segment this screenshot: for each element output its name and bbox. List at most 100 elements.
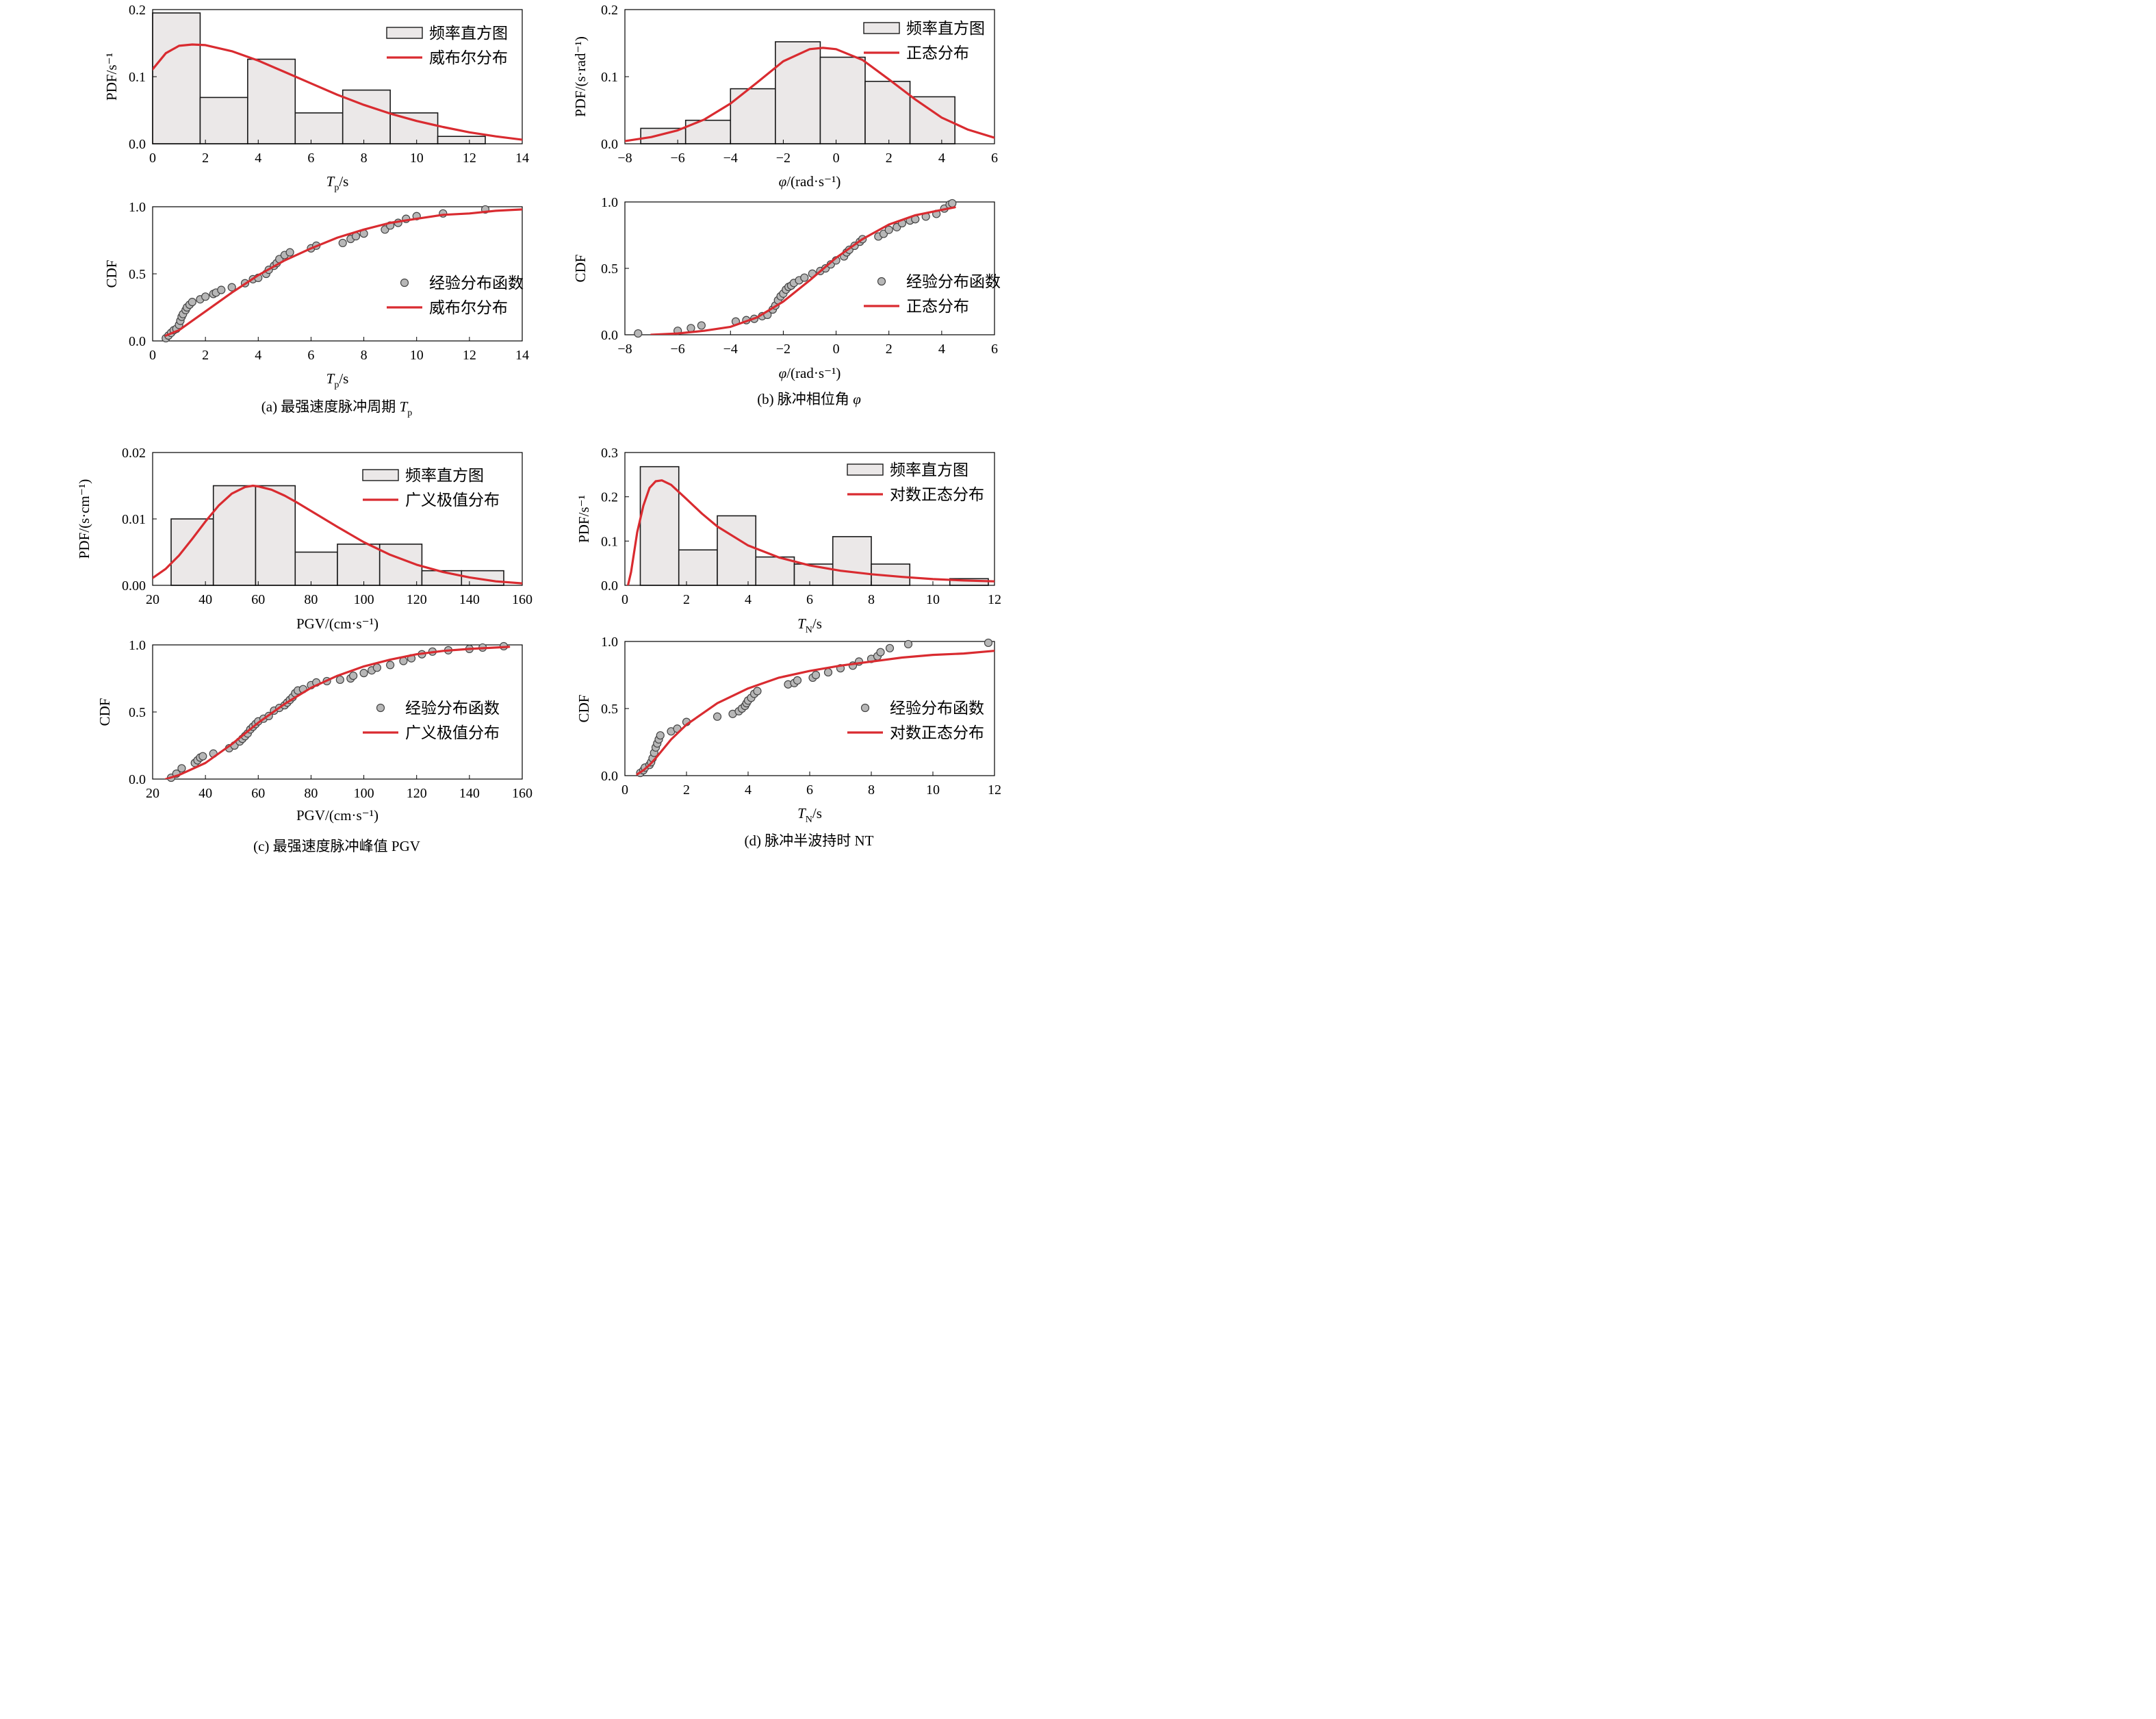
x-tick-label: 6 bbox=[806, 782, 813, 798]
x-axis-label: TN/s bbox=[797, 615, 822, 635]
y-tick-label: 0.0 bbox=[129, 137, 146, 152]
y-tick-label: 0.1 bbox=[601, 534, 618, 549]
empirical-point bbox=[903, 639, 913, 649]
x-tick-label: −2 bbox=[776, 342, 791, 357]
empirical-point bbox=[984, 638, 993, 648]
empirical-point bbox=[359, 669, 368, 678]
empirical-point bbox=[372, 663, 381, 672]
y-tick-label: 1.0 bbox=[601, 195, 618, 210]
caption-d: (d) 脉冲半波持时 NT bbox=[745, 832, 874, 849]
empirical-point bbox=[823, 667, 833, 677]
x-tick-label: 14 bbox=[515, 151, 529, 166]
histogram-bar bbox=[247, 58, 296, 144]
x-tick-label: 0 bbox=[833, 151, 840, 166]
x-axis-label: TN/s bbox=[797, 805, 822, 825]
empirical-point bbox=[386, 661, 395, 670]
x-tick-label: 12 bbox=[988, 782, 1001, 798]
legend-histogram-swatch bbox=[863, 22, 900, 34]
y-tick-label: 1.0 bbox=[601, 635, 618, 650]
x-tick-label: 8 bbox=[868, 592, 875, 607]
histogram-bar bbox=[389, 112, 439, 144]
fitted-distribution-curve bbox=[153, 484, 522, 585]
x-tick-label: 0 bbox=[621, 782, 628, 798]
x-tick-label: 12 bbox=[463, 151, 476, 166]
y-axis-label: PDF/(s·cm⁻¹) bbox=[76, 479, 92, 559]
fitted-distribution-curve bbox=[164, 646, 511, 779]
chart-d-pdf: 0 2 4 6 8 10 12 0.0 0.1 0.2 0.3 PDF/s⁻¹ TN/s 频率直方图对数正… bbox=[576, 446, 1001, 635]
x-tick-label: 20 bbox=[146, 592, 159, 607]
x-tick-label: 60 bbox=[251, 786, 265, 801]
legend-label: 对数正态分布 bbox=[890, 486, 984, 504]
x-axis-label: Tp/s bbox=[326, 173, 349, 193]
x-axis-label: Tp/s bbox=[326, 370, 349, 390]
x-tick-label: 6 bbox=[307, 151, 314, 166]
panels: 0 2 4 6 8 10 12 140.00.10.2PDF/s⁻¹Tp/s频率直方图威布尔分… bbox=[76, 3, 1001, 825]
y-tick-label: 1.0 bbox=[129, 638, 146, 653]
x-tick-label: 4 bbox=[938, 342, 945, 357]
x-tick-label: 12 bbox=[463, 348, 476, 363]
x-tick-label: 100 bbox=[354, 786, 374, 801]
chart-c-cdf: 20 40 60 80 100 120 140 160 0.0 0.5 1.0 CDF PGV/(cm·… bbox=[97, 638, 532, 824]
x-tick-label: 4 bbox=[255, 151, 261, 166]
histogram-bar bbox=[775, 41, 821, 144]
x-tick-label: 10 bbox=[410, 151, 424, 166]
figure: 0 2 4 6 8 10 12 140.00.10.2PDF/s⁻¹Tp/s频率直方图威布尔分… bbox=[76, 3, 1001, 854]
x-tick-label: 4 bbox=[745, 592, 752, 607]
x-tick-label: 160 bbox=[512, 786, 532, 801]
empirical-point bbox=[227, 283, 236, 292]
x-axis-label: φ/(rad·s⁻¹) bbox=[779, 365, 841, 381]
histogram-bar bbox=[199, 97, 248, 144]
x-tick-label: 10 bbox=[926, 782, 940, 798]
legend-histogram-swatch bbox=[386, 27, 423, 39]
fitted-distribution-curve bbox=[636, 650, 994, 776]
x-tick-label: 12 bbox=[988, 592, 1001, 607]
legend-label: 对数正态分布 bbox=[890, 724, 984, 742]
histogram-bar bbox=[864, 81, 911, 144]
legend-histogram-swatch bbox=[847, 463, 884, 476]
legend-label: 频率直方图 bbox=[429, 25, 508, 42]
y-tick-label: 0.01 bbox=[122, 512, 146, 527]
plot-frame bbox=[152, 206, 523, 342]
caption-a: (a) 最强速度脉冲周期 Tp bbox=[261, 398, 413, 418]
empirical-point bbox=[198, 752, 207, 761]
empirical-point bbox=[885, 644, 895, 652]
y-axis-label: CDF bbox=[576, 695, 592, 723]
x-tick-label: 6 bbox=[806, 592, 813, 607]
x-tick-label: 8 bbox=[361, 151, 368, 166]
x-tick-label: −6 bbox=[671, 151, 685, 166]
x-tick-label: 2 bbox=[202, 151, 209, 166]
y-tick-label: 0.5 bbox=[129, 267, 146, 282]
legend-label: 经验分布函数 bbox=[405, 700, 500, 717]
x-tick-label: −8 bbox=[617, 151, 632, 166]
empirical-point bbox=[793, 676, 802, 685]
legend-point-swatch bbox=[877, 277, 886, 286]
empirical-point bbox=[349, 671, 358, 680]
empirical-point bbox=[338, 238, 347, 248]
legend-point-swatch bbox=[860, 703, 870, 713]
x-tick-label: 2 bbox=[886, 342, 893, 357]
x-tick-label: 120 bbox=[407, 592, 427, 607]
empirical-point bbox=[177, 764, 186, 773]
empirical-point bbox=[811, 670, 821, 680]
y-axis-label: PDF/s⁻¹ bbox=[576, 495, 592, 543]
empirical-point bbox=[800, 273, 809, 282]
y-axis-label: CDF bbox=[97, 698, 113, 726]
legend-label: 广义极值分布 bbox=[405, 492, 500, 509]
x-tick-label: 8 bbox=[868, 782, 875, 798]
y-axis-label: PDF/(s·rad⁻¹) bbox=[572, 36, 589, 117]
x-tick-label: 2 bbox=[683, 782, 690, 798]
histogram-bar bbox=[793, 563, 834, 586]
y-axis-label: PDF/s⁻¹ bbox=[103, 53, 120, 101]
x-tick-label: 0 bbox=[149, 348, 156, 363]
x-tick-label: 2 bbox=[202, 348, 209, 363]
legend-label: 广义极值分布 bbox=[405, 724, 500, 742]
chart-c-pdf: 20 40 60 80 100 120 140 160 0.00 0.01 0.02 PDF/(s·c… bbox=[76, 446, 532, 632]
x-tick-label: −4 bbox=[723, 151, 738, 166]
caption-b: (b) 脉冲相位角 φ bbox=[757, 391, 861, 407]
histogram-bar bbox=[170, 518, 214, 586]
